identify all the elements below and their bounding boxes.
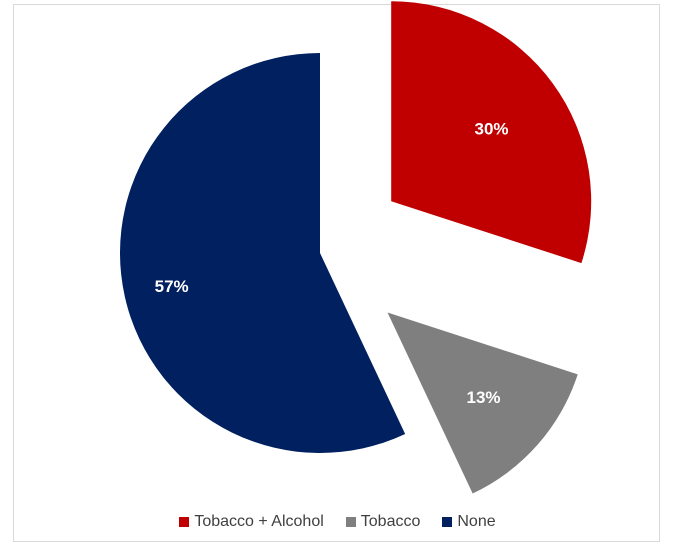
data-label-none: 57% [155,277,189,296]
legend-swatch-tobacco-alcohol [179,517,190,527]
pie-slice-tobacco-alcohol [391,1,592,264]
data-label-tobacco-alcohol: 30% [474,119,508,138]
legend-swatch-none [442,517,453,527]
legend-label-none: None [457,513,496,530]
legend-label-tobacco: Tobacco [360,513,421,530]
pie-slice-none [119,53,406,453]
legend-label-tobacco-alcohol: Tobacco + Alcohol [194,513,324,530]
legend: Tobacco + Alcohol Tobacco None [0,513,675,531]
legend-item-none: None [442,513,496,531]
legend-item-tobacco-alcohol: Tobacco + Alcohol [179,513,324,531]
pie-slice-tobacco [387,312,578,494]
legend-swatch-tobacco [345,517,356,527]
data-label-tobacco: 13% [467,388,501,407]
legend-item-tobacco: Tobacco [345,513,421,531]
